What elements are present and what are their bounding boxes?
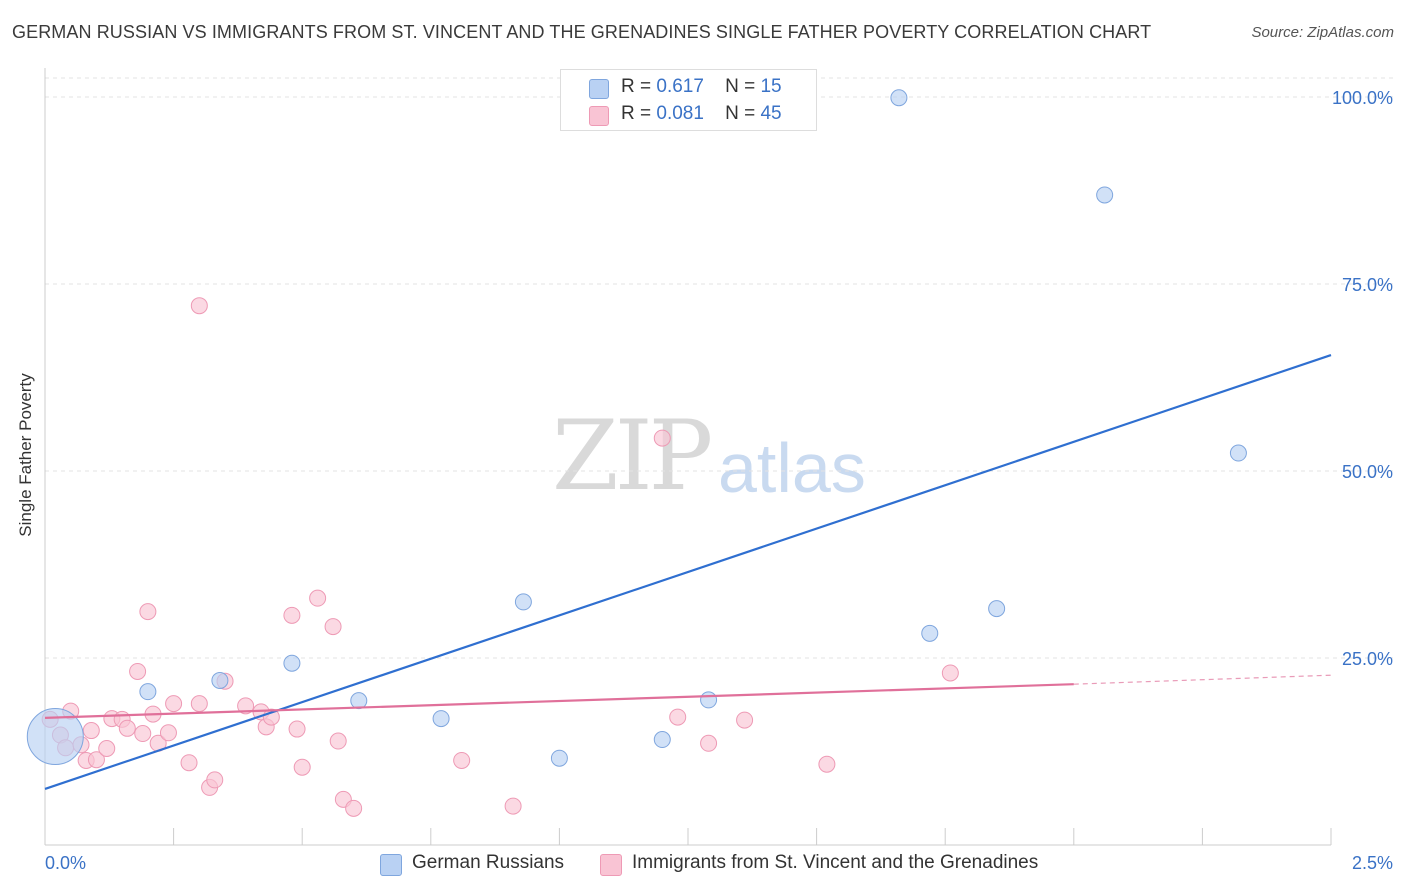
immigrants-point [324,618,342,636]
legend-r-value: 0.617 [656,76,704,97]
legend-swatch-blue [589,79,609,99]
immigrants-point [190,297,208,315]
immigrants-point [134,725,152,743]
german-russians-point [890,89,908,107]
watermark-zip: ZIP [552,400,713,512]
immigrants-point [736,711,754,729]
immigrants-point [345,799,363,817]
immigrants-point [941,664,959,682]
immigrants-point [165,695,183,713]
german-russians-point [350,692,368,710]
chart-title: GERMAN RUSSIAN VS IMMIGRANTS FROM ST. VI… [12,22,1152,42]
y-tick-label: 50.0% [1342,462,1393,482]
german-russians-point [1229,444,1247,462]
y-tick-label: 25.0% [1342,649,1393,669]
legend-n-label: N = [725,103,756,124]
german-russians-point [283,654,301,672]
immigrants-point [159,724,177,742]
german-russians-point [921,624,939,642]
immigrants-point [87,751,105,769]
correlation-legend: R = 0.617 N = 15 R = 0.081 N = 45 [560,69,817,131]
immigrants-point [288,720,306,738]
german-russians-point [653,731,671,749]
german-russians-point [514,593,532,611]
immigrants-point [504,797,522,815]
x-tick-label: 0.0% [45,853,86,873]
immigrants-point [700,734,718,752]
immigrants-point [139,603,157,621]
immigrants-trendline [44,683,1074,719]
y-tick-label: 75.0% [1342,275,1393,295]
immigrants-point [329,732,347,750]
german-russians-point [139,683,157,701]
legend-r-label: R = [621,76,652,97]
legend-r-label: R = [621,103,652,124]
immigrants-point [669,708,687,726]
legend-label-immigrants: Immigrants from St. Vincent and the Gren… [632,852,1039,873]
legend-n-value: 45 [760,103,782,124]
german-russians-point [1096,186,1114,204]
immigrants-trendline-extension [1073,674,1332,685]
x-tick-label: 2.5% [1352,853,1393,873]
immigrants-point [118,719,136,737]
immigrants-point [653,429,671,447]
immigrants-point [293,758,311,776]
watermark-atlas: atlas [718,429,866,507]
immigrants-point [190,695,208,713]
legend-swatch-blue [380,854,402,876]
german-russians-point [211,671,229,689]
y-tick-label: 100.0% [1332,88,1393,108]
legend-label-german-russians: German Russians [412,852,565,873]
legend-r-value: 0.081 [656,103,704,124]
immigrants-point [98,740,116,758]
immigrants-point [453,751,471,769]
legend-swatch-pink [589,106,609,126]
german-russians-point [988,600,1006,618]
legend-n-value: 15 [760,76,782,97]
german-russians-point [26,708,84,766]
german-russians-point [700,691,718,709]
german-russians-point [550,749,568,767]
immigrants-point [237,697,255,715]
german-russians-point [432,710,450,728]
legend-n-label: N = [725,76,756,97]
y-axis-label: Single Father Poverty [16,373,35,537]
immigrants-point [180,754,198,772]
immigrants-point [818,755,836,773]
legend-swatch-pink [600,854,622,876]
immigrants-point [206,771,224,789]
immigrants-point [82,722,100,740]
source-label: Source: ZipAtlas.com [1251,24,1394,41]
german-russians-trendline [44,354,1332,790]
immigrants-point [309,589,327,607]
immigrants-point [283,606,301,624]
immigrants-point [129,662,147,680]
